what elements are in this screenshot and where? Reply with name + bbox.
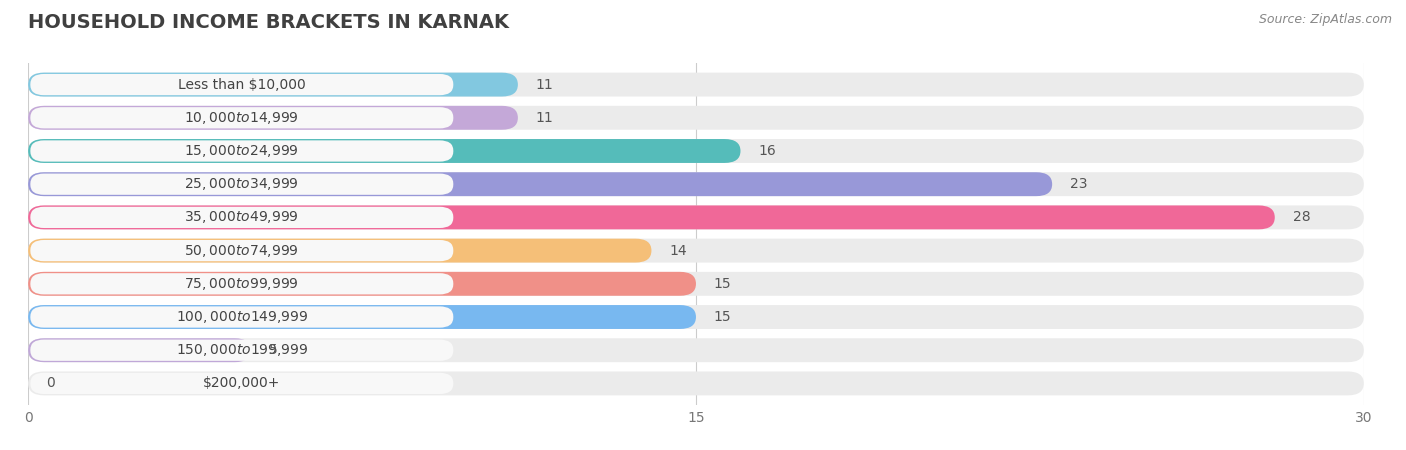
FancyBboxPatch shape — [31, 107, 453, 128]
Text: $150,000 to $199,999: $150,000 to $199,999 — [176, 342, 308, 358]
Text: $10,000 to $14,999: $10,000 to $14,999 — [184, 110, 299, 126]
FancyBboxPatch shape — [31, 306, 453, 328]
FancyBboxPatch shape — [28, 172, 1364, 196]
Text: 11: 11 — [536, 111, 554, 125]
FancyBboxPatch shape — [28, 305, 1364, 329]
FancyBboxPatch shape — [28, 338, 250, 362]
FancyBboxPatch shape — [31, 174, 453, 195]
FancyBboxPatch shape — [28, 238, 651, 262]
FancyBboxPatch shape — [31, 340, 453, 361]
FancyBboxPatch shape — [28, 206, 1364, 230]
FancyBboxPatch shape — [31, 207, 453, 228]
Text: $100,000 to $149,999: $100,000 to $149,999 — [176, 309, 308, 325]
FancyBboxPatch shape — [31, 373, 453, 394]
Text: HOUSEHOLD INCOME BRACKETS IN KARNAK: HOUSEHOLD INCOME BRACKETS IN KARNAK — [28, 14, 509, 32]
Text: $200,000+: $200,000+ — [202, 376, 281, 391]
FancyBboxPatch shape — [28, 106, 517, 130]
Text: 5: 5 — [269, 343, 277, 357]
FancyBboxPatch shape — [28, 305, 696, 329]
FancyBboxPatch shape — [28, 72, 517, 97]
Text: 15: 15 — [714, 310, 731, 324]
Text: $15,000 to $24,999: $15,000 to $24,999 — [184, 143, 299, 159]
Text: 14: 14 — [669, 243, 688, 257]
Text: Source: ZipAtlas.com: Source: ZipAtlas.com — [1258, 14, 1392, 27]
Text: $50,000 to $74,999: $50,000 to $74,999 — [184, 243, 299, 259]
FancyBboxPatch shape — [28, 272, 1364, 296]
FancyBboxPatch shape — [28, 238, 1364, 262]
FancyBboxPatch shape — [31, 140, 453, 162]
FancyBboxPatch shape — [28, 172, 1052, 196]
FancyBboxPatch shape — [28, 371, 1364, 396]
Text: 0: 0 — [46, 376, 55, 391]
Text: 11: 11 — [536, 77, 554, 92]
FancyBboxPatch shape — [28, 338, 1364, 362]
FancyBboxPatch shape — [28, 272, 696, 296]
Text: $25,000 to $34,999: $25,000 to $34,999 — [184, 176, 299, 192]
FancyBboxPatch shape — [31, 240, 453, 261]
FancyBboxPatch shape — [28, 206, 1275, 230]
FancyBboxPatch shape — [28, 72, 1364, 97]
Text: 23: 23 — [1070, 177, 1087, 191]
Text: $35,000 to $49,999: $35,000 to $49,999 — [184, 209, 299, 225]
Text: 28: 28 — [1292, 211, 1310, 225]
FancyBboxPatch shape — [28, 139, 1364, 163]
Text: 15: 15 — [714, 277, 731, 291]
FancyBboxPatch shape — [31, 74, 453, 95]
Text: 16: 16 — [758, 144, 776, 158]
Text: $75,000 to $99,999: $75,000 to $99,999 — [184, 276, 299, 292]
FancyBboxPatch shape — [28, 106, 1364, 130]
FancyBboxPatch shape — [31, 273, 453, 294]
FancyBboxPatch shape — [28, 139, 741, 163]
Text: Less than $10,000: Less than $10,000 — [179, 77, 305, 92]
